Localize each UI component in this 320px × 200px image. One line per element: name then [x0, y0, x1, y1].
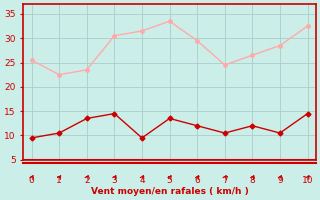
X-axis label: Vent moyen/en rafales ( km/h ): Vent moyen/en rafales ( km/h ) — [91, 187, 248, 196]
